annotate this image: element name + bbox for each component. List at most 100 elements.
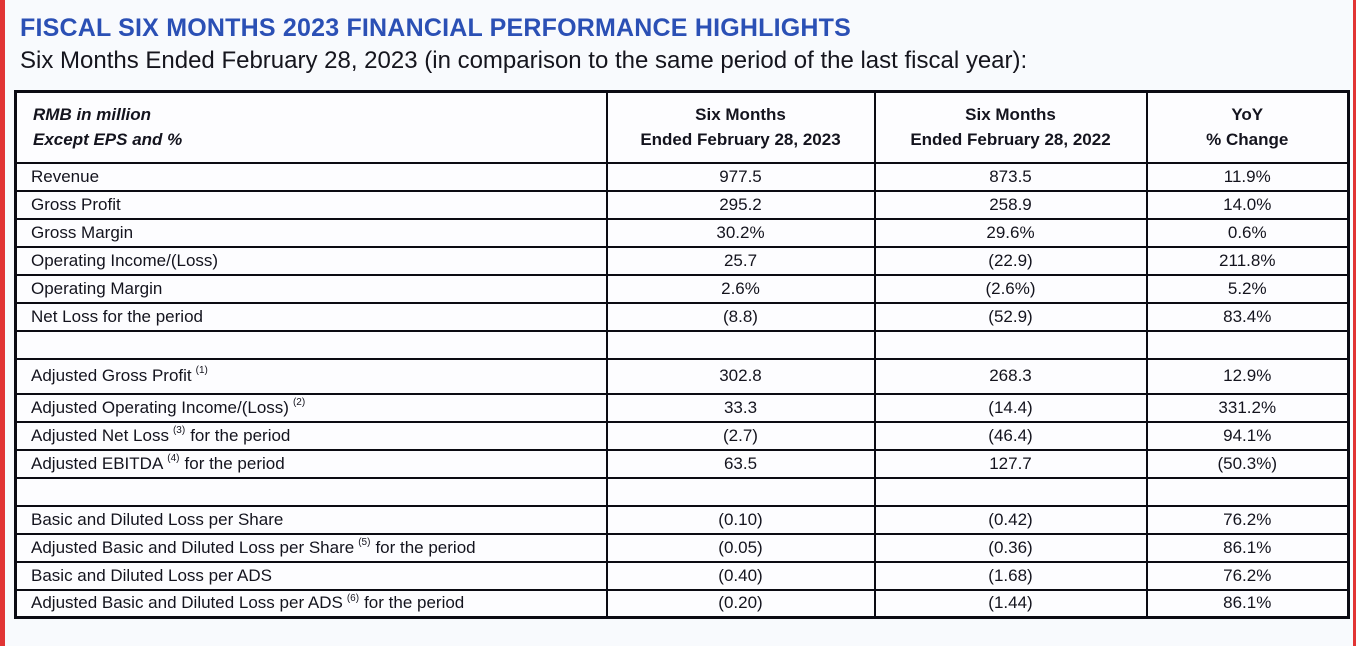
header-2022-line1: Six Months: [965, 104, 1056, 124]
metric-label: Adjusted EBITDA: [31, 453, 164, 473]
metric-label-suffix: for the period: [184, 453, 285, 473]
table-row: Adjusted Operating Income/(Loss) (2) 33.3…: [14, 392, 1350, 423]
table-row: Basic and Diluted Loss per ADS (0.40) (1…: [14, 560, 1350, 591]
yoy-change-cell: 94.1%: [1145, 420, 1350, 451]
value-2023-cell: (2.7): [605, 420, 876, 451]
value-2022-cell: 268.3: [873, 357, 1148, 395]
value-2023-cell: 977.5: [605, 161, 876, 192]
metric-label: Gross Profit: [31, 194, 121, 214]
yoy-change-cell: 331.2%: [1145, 392, 1350, 423]
header-metric-line1: RMB in million: [33, 104, 152, 124]
metric-label-cell: Gross Margin: [14, 217, 608, 248]
metric-label-cell: Adjusted Gross Profit (1): [14, 357, 608, 395]
value-2022-cell: (52.9): [873, 301, 1148, 332]
yoy-change-cell: 0.6%: [1145, 217, 1350, 248]
table-row: Revenue 977.5 873.5 11.9%: [14, 161, 1350, 192]
footnote-marker: (1): [195, 365, 208, 377]
header-yoy-line2: % Change: [1206, 130, 1289, 150]
table-row: Net Loss for the period (8.8) (52.9) 83.…: [14, 301, 1350, 332]
metric-label-cell: Adjusted Net Loss (3) for the period: [14, 420, 608, 451]
yoy-change-cell: 86.1%: [1145, 532, 1350, 563]
metric-label-cell: Revenue: [14, 161, 608, 192]
table-row: Adjusted Basic and Diluted Loss per Shar…: [14, 532, 1350, 563]
page-subtitle: Six Months Ended February 28, 2023 (in c…: [20, 47, 1028, 74]
metric-label: Gross Margin: [31, 222, 134, 242]
metric-label: Revenue: [31, 166, 100, 186]
header-metric-line2: Except EPS and %: [33, 130, 183, 150]
value-2022-cell: [873, 329, 1148, 360]
value-2023-cell: 25.7: [605, 245, 876, 276]
footnote-marker: (6): [346, 592, 360, 604]
value-2022-cell: (46.4): [873, 420, 1148, 451]
metric-label-cell: Operating Margin: [14, 273, 608, 304]
value-2023-cell: (0.10): [605, 504, 876, 535]
page-title: FISCAL SIX MONTHS 2023 FINANCIAL PERFORM…: [20, 14, 851, 42]
metric-label-suffix: for the period: [364, 593, 465, 613]
value-2022-cell: (0.42): [873, 504, 1148, 535]
metric-label-cell: Adjusted EBITDA (4) for the period: [14, 448, 608, 479]
table-row: Adjusted EBITDA (4) for the period 63.5 12…: [14, 448, 1350, 479]
left-edge-red-strip: [0, 0, 5, 646]
value-2022-cell: [873, 476, 1148, 507]
yoy-change-cell: [1145, 329, 1350, 360]
value-2023-cell: (0.40): [605, 560, 876, 591]
metric-label-cell: Net Loss for the period: [14, 301, 608, 332]
header-yoy-line1: YoY: [1231, 104, 1264, 124]
table-row: Operating Margin 2.6% (2.6%) 5.2%: [14, 273, 1350, 304]
value-2022-cell: 873.5: [873, 161, 1148, 192]
yoy-change-cell: 76.2%: [1145, 504, 1350, 535]
value-2022-cell: 127.7: [873, 448, 1148, 479]
header-cell-2023: Six Months Ended February 28, 2023: [605, 90, 876, 164]
header-2023-line1: Six Months: [695, 104, 786, 124]
footnote-marker: (5): [358, 536, 371, 548]
metric-label-cell: Gross Profit: [14, 189, 608, 220]
metric-label: Adjusted Net Loss: [31, 425, 169, 445]
metric-label: Net Loss for the period: [31, 306, 203, 326]
table-row: Adjusted Net Loss (3) for the period (2.7)…: [14, 420, 1350, 451]
header-2023-line2: Ended February 28, 2023: [640, 130, 841, 150]
table-row: [14, 476, 1350, 507]
metric-label: Operating Margin: [31, 278, 163, 298]
value-2022-cell: (1.68): [873, 560, 1148, 591]
document-page: FISCAL SIX MONTHS 2023 FINANCIAL PERFORM…: [14, 14, 1350, 619]
table-row: Adjusted Gross Profit (1) 302.8 268.3 12.…: [14, 357, 1350, 395]
table-row: Operating Income/(Loss) 25.7 (22.9) 211.…: [14, 245, 1350, 276]
metric-label-cell: Basic and Diluted Loss per Share: [14, 504, 608, 535]
value-2022-cell: (22.9): [873, 245, 1148, 276]
yoy-change-cell: 5.2%: [1145, 273, 1350, 304]
header-cell-yoy: YoY % Change: [1145, 90, 1350, 164]
yoy-change-cell: 83.4%: [1145, 301, 1350, 332]
value-2022-cell: (1.44): [873, 588, 1148, 619]
yoy-change-cell: 76.2%: [1145, 560, 1350, 591]
value-2023-cell: (0.20): [605, 588, 876, 619]
footnote-marker: (3): [172, 424, 186, 436]
yoy-change-cell: [1145, 476, 1350, 507]
value-2023-cell: 2.6%: [605, 273, 876, 304]
header-cell-metric: RMB in million Except EPS and %: [14, 90, 608, 164]
footnote-marker: (2): [292, 396, 306, 408]
value-2023-cell: 30.2%: [605, 217, 876, 248]
metric-label: Basic and Diluted Loss per Share: [31, 509, 284, 529]
metric-label: Adjusted Basic and Diluted Loss per Shar…: [31, 537, 355, 557]
metric-label-cell: Adjusted Basic and Diluted Loss per ADS(…: [14, 588, 608, 619]
table-row: [14, 329, 1350, 360]
value-2022-cell: 258.9: [873, 189, 1148, 220]
yoy-change-cell: 14.0%: [1145, 189, 1350, 220]
header-2022-line2: Ended February 28, 2022: [910, 130, 1111, 150]
financial-highlights-table: RMB in million Except EPS and % Six Mont…: [14, 90, 1350, 619]
footnote-marker: (4): [167, 452, 180, 464]
yoy-change-cell: 12.9%: [1145, 357, 1350, 395]
table-body: Revenue 977.5 873.5 11.9% Gross Profit 2…: [14, 161, 1350, 619]
metric-label-cell: [14, 329, 608, 360]
value-2023-cell: (0.05): [605, 532, 876, 563]
value-2022-cell: (0.36): [873, 532, 1148, 563]
metric-label: Operating Income/(Loss): [31, 250, 219, 270]
metric-label-cell: Adjusted Operating Income/(Loss) (2): [14, 392, 608, 423]
table-row: Adjusted Basic and Diluted Loss per ADS(…: [14, 588, 1350, 619]
value-2023-cell: 295.2: [605, 189, 876, 220]
value-2022-cell: 29.6%: [873, 217, 1148, 248]
metric-label-cell: Operating Income/(Loss): [14, 245, 608, 276]
value-2023-cell: 302.8: [605, 357, 876, 395]
value-2023-cell: 63.5: [605, 448, 876, 479]
value-2022-cell: (14.4): [873, 392, 1148, 423]
